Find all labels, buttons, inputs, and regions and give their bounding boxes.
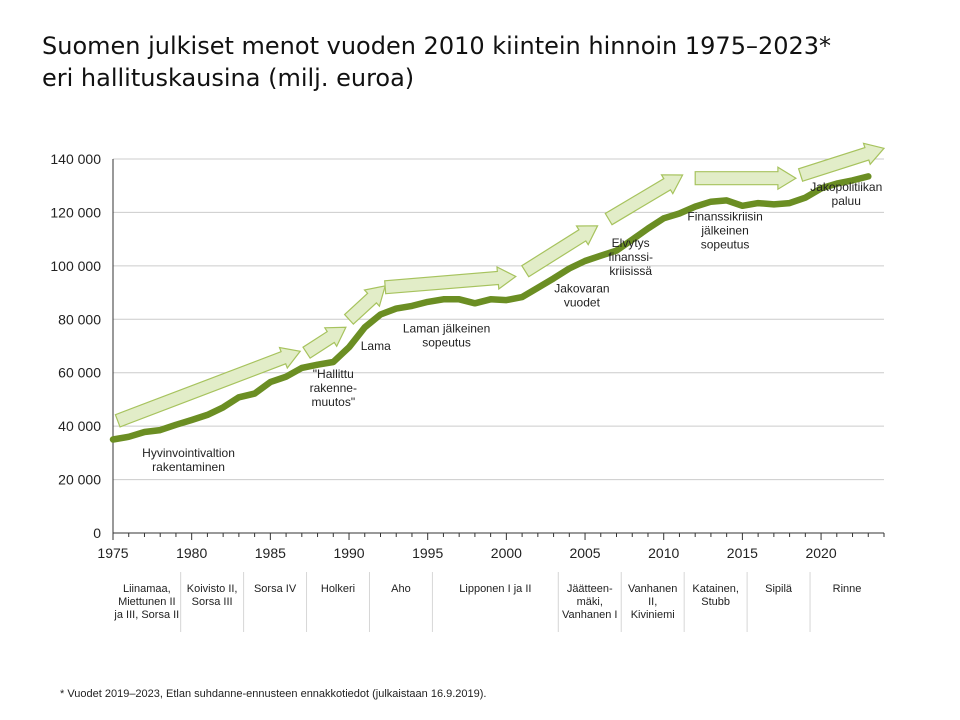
x-tick-label: 2010 [648, 545, 679, 561]
government-label-line: Miettunen II [118, 596, 175, 608]
axis-layer: 0 20 000 40 000 60 000 80 000 100 000 120 000 1… [50, 151, 885, 561]
series-layer [109, 173, 872, 443]
government-label-line: Lipponen I ja II [459, 583, 531, 595]
y-tick-label: 140 000 [50, 151, 101, 167]
government-label-line: mäki, [577, 596, 603, 608]
government-label-line: Stubb [701, 596, 730, 608]
annotation-line: Lama [361, 339, 391, 353]
phase-annotation: Lama [361, 339, 391, 353]
annotation-line: jälkeinen [700, 223, 748, 237]
y-tick-label: 100 000 [50, 258, 101, 274]
x-tick-label: 2000 [491, 545, 522, 561]
government-label-line: Katainen, [692, 583, 738, 595]
trend-arrow [797, 142, 886, 182]
government-label-line: Rinne [833, 583, 862, 595]
y-tick-label: 40 000 [58, 418, 101, 434]
government-label: Liinamaa, Miettunen II ja III, Sorsa II [113, 583, 179, 621]
grid-layer [113, 158, 884, 481]
annotation-layer: Hyvinvointivaltion rakentaminen"Hallittu r… [142, 180, 882, 474]
annotation-line: rakenne- [310, 381, 357, 395]
trend-arrow [343, 285, 387, 325]
government-label: Sorsa IV [254, 583, 297, 595]
chart-title: Suomen julkiset menot vuoden 2010 kiinte… [42, 30, 942, 94]
x-tick-label: 2005 [569, 545, 600, 561]
annotation-line: muutos" [311, 395, 355, 409]
government-label-line: Liinamaa, [123, 583, 171, 595]
government-label-line: Kiviniemi [631, 609, 675, 621]
annotation-line: sopeutus [422, 336, 471, 350]
annotation-line: finanssi- [608, 250, 653, 264]
government-label: Rinne [833, 583, 862, 595]
government-label-line: Vanhanen [628, 583, 677, 595]
annotation-line: sopeutus [701, 237, 750, 251]
government-label: Katainen, Stubb [692, 583, 738, 608]
government-label: Vanhanen II, Kiviniemi [628, 583, 677, 621]
government-label: Holkeri [321, 583, 355, 595]
government-label-line: Sorsa III [192, 596, 233, 608]
y-tick-label: 80 000 [58, 311, 101, 327]
y-tick-label: 0 [93, 525, 101, 541]
government-label-line: II, [648, 596, 657, 608]
annotation-line: Jakovaran [554, 282, 609, 296]
series-line [109, 173, 872, 443]
x-tick-label: 1990 [333, 545, 364, 561]
government-label-line: Sipilä [765, 583, 793, 595]
x-tick-label: 1985 [255, 545, 286, 561]
x-tick-label: 1975 [97, 545, 128, 561]
government-label-line: Sorsa IV [254, 583, 297, 595]
phase-annotation: Laman jälkeinen sopeutus [403, 322, 490, 350]
phase-annotation: Finanssikriisin jälkeinen sopeutus [687, 209, 762, 251]
annotation-line: "Hallittu [313, 367, 354, 381]
annotation-line: kriisissä [609, 264, 652, 278]
y-tick-label: 20 000 [58, 472, 101, 488]
government-label: Sipilä [765, 583, 793, 595]
annotation-line: Laman jälkeinen [403, 322, 490, 336]
x-tick-label: 1995 [412, 545, 443, 561]
title-line-2: eri hallituskausina (milj. euroa) [42, 64, 415, 92]
trend-arrow [302, 326, 347, 359]
annotation-line: paluu [832, 194, 861, 208]
trend-arrow [694, 166, 798, 191]
government-label: Lipponen I ja II [459, 583, 531, 595]
government-label-line: Vanhanen I [562, 609, 617, 621]
trend-arrow [604, 174, 684, 226]
x-tick-label: 1980 [176, 545, 207, 561]
phase-annotation: Elvytys finanssi-kriisissä [608, 236, 653, 278]
title-line-1: Suomen julkiset menot vuoden 2010 kiinte… [42, 32, 832, 60]
government-label: Jäätteen-mäki, Vanhanen I [562, 583, 617, 621]
trend-arrow [520, 225, 599, 278]
government-label-line: Holkeri [321, 583, 355, 595]
government-label-line: Jäätteen- [567, 583, 613, 595]
government-label-line: Koivisto II, [187, 583, 238, 595]
x-tick-label: 2015 [727, 545, 758, 561]
annotation-line: Elvytys [612, 236, 650, 250]
trend-arrow [384, 265, 517, 295]
footnote: * Vuodet 2019–2023, Etlan suhdanne-ennus… [60, 688, 487, 700]
government-label-line: ja III, Sorsa II [113, 609, 179, 621]
government-label: Aho [391, 583, 411, 595]
annotation-line: rakentaminen [152, 460, 225, 474]
government-layer: Liinamaa, Miettunen II ja III, Sorsa II Koi… [113, 572, 861, 632]
trend-arrow [114, 346, 302, 428]
government-label: Koivisto II, Sorsa III [187, 583, 238, 608]
y-tick-label: 120 000 [50, 204, 101, 220]
y-tick-label: 60 000 [58, 365, 101, 381]
annotation-line: Jakopolitiikan [810, 180, 882, 194]
arrow-layer [114, 142, 886, 428]
phase-annotation: "Hallittu rakenne-muutos" [310, 367, 357, 409]
government-label-line: Aho [391, 583, 411, 595]
phase-annotation: Hyvinvointivaltion rakentaminen [142, 446, 235, 474]
annotation-line: Hyvinvointivaltion [142, 446, 235, 460]
annotation-line: Finanssikriisin [687, 209, 762, 223]
phase-annotation: Jakopolitiikan paluu [810, 180, 882, 208]
phase-annotation: Jakovaran vuodet [554, 282, 609, 310]
annotation-line: vuodet [564, 296, 601, 310]
x-tick-label: 2020 [805, 545, 836, 561]
